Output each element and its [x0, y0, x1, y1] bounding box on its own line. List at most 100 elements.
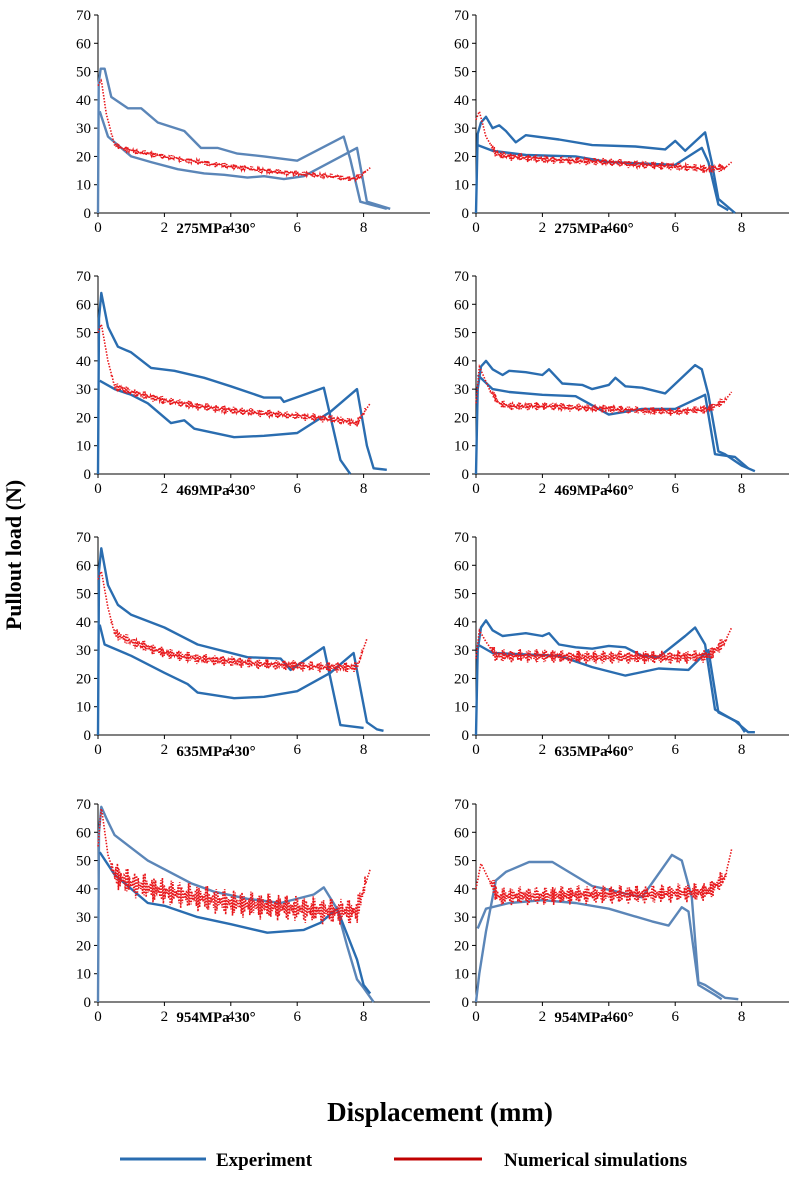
series-experiment-line — [98, 110, 391, 210]
y-tick-label: 60 — [76, 825, 91, 841]
chart-954mpa-60: 0 10 20 30 40 50 60 70 0 2 4 6 8 954MPa-60° — [454, 797, 789, 1026]
chart-469mpa-60: 0 10 20 30 40 50 60 70 0 2 4 6 8 469MPa-60° — [454, 269, 789, 499]
series-experiment-line — [474, 115, 736, 214]
x-tick-label: 2 — [161, 481, 169, 497]
x-tick-label: 4 — [227, 1009, 235, 1025]
y-tick-label: 60 — [454, 558, 469, 574]
chart-635mpa-60: 0 10 20 30 40 50 60 70 0 2 4 6 8 635MPa-60° — [454, 530, 789, 760]
legend-label-numerical-simulations: Numerical simulations — [504, 1150, 687, 1171]
y-tick-label: 10 — [454, 700, 469, 716]
panel-title: 635MPa-30° — [176, 744, 255, 760]
x-tick-label: 6 — [293, 1009, 301, 1025]
y-tick-label: 30 — [76, 910, 91, 926]
x-tick-label: 0 — [94, 481, 102, 497]
y-tick-label: 70 — [76, 269, 91, 285]
series-simulation-line — [97, 322, 371, 427]
series-experiment-line — [98, 851, 372, 995]
series-simulation-line — [97, 78, 371, 183]
series-experiment-line — [474, 619, 755, 736]
y-tick-label: 40 — [76, 354, 91, 370]
series-simulation-line — [97, 807, 371, 925]
y-tick-label: 40 — [76, 615, 91, 631]
y-tick-label: 70 — [76, 8, 91, 24]
y-axis-label: Pullout load (N) — [1, 480, 26, 630]
x-tick-label: 8 — [360, 481, 368, 497]
y-tick-label: 70 — [454, 797, 469, 813]
x-tick-label: 2 — [161, 742, 169, 758]
x-tick-label: 8 — [360, 1009, 368, 1025]
x-tick-label: 8 — [360, 220, 368, 236]
x-tick-label: 0 — [472, 742, 480, 758]
x-tick-label: 4 — [227, 220, 235, 236]
x-tick-label: 4 — [227, 481, 235, 497]
series-experiment-line — [99, 379, 387, 471]
panel-title: 275MPa-60° — [554, 221, 633, 237]
y-tick-label: 0 — [462, 206, 470, 222]
series-simulation-line — [475, 110, 733, 174]
x-tick-label: 2 — [539, 220, 547, 236]
y-tick-label: 40 — [454, 615, 469, 631]
y-tick-label: 40 — [76, 882, 91, 898]
y-tick-label: 70 — [454, 530, 469, 546]
x-axis-label: Displacement (mm) — [327, 1097, 553, 1127]
y-tick-label: 60 — [76, 297, 91, 313]
y-tick-label: 10 — [76, 700, 91, 716]
x-tick-label: 8 — [738, 220, 746, 236]
y-tick-label: 40 — [76, 93, 91, 109]
panel-title: 469MPa-30° — [176, 483, 255, 499]
y-tick-label: 10 — [76, 439, 91, 455]
x-tick-label: 2 — [539, 742, 547, 758]
x-tick-label: 6 — [293, 742, 301, 758]
y-tick-label: 70 — [76, 797, 91, 813]
y-tick-label: 70 — [454, 8, 469, 24]
series-experiment-line — [96, 291, 352, 475]
panel-title: 469MPa-60° — [554, 483, 633, 499]
y-tick-label: 50 — [76, 65, 91, 81]
x-tick-label: 4 — [605, 1009, 613, 1025]
series-simulation-line — [475, 849, 733, 906]
x-tick-label: 8 — [738, 481, 746, 497]
y-tick-label: 20 — [454, 410, 469, 426]
series-experiment-line — [474, 853, 739, 1003]
y-tick-label: 0 — [462, 728, 470, 744]
panel-title: 954MPa-60° — [554, 1010, 633, 1026]
legend-label-experiment: Experiment — [216, 1150, 313, 1171]
y-tick-label: 50 — [454, 65, 469, 81]
y-tick-label: 60 — [76, 36, 91, 52]
y-tick-label: 20 — [76, 149, 91, 165]
x-tick-label: 0 — [94, 1009, 102, 1025]
x-tick-label: 2 — [161, 1009, 169, 1025]
y-tick-label: 0 — [84, 728, 92, 744]
series-experiment-line — [98, 624, 384, 732]
y-tick-label: 50 — [76, 326, 91, 342]
y-tick-label: 30 — [76, 121, 91, 137]
x-tick-label: 8 — [360, 742, 368, 758]
y-tick-label: 60 — [454, 825, 469, 841]
x-tick-label: 6 — [671, 1009, 679, 1025]
y-tick-label: 70 — [76, 530, 91, 546]
y-tick-label: 10 — [454, 178, 469, 194]
y-tick-label: 20 — [76, 671, 91, 687]
y-tick-label: 50 — [454, 587, 469, 603]
series-experiment-line — [96, 67, 388, 214]
panel-title: 275MPa-30° — [176, 221, 255, 237]
y-tick-label: 10 — [76, 967, 91, 983]
series-simulation-line — [97, 569, 368, 673]
x-tick-label: 0 — [472, 481, 480, 497]
x-tick-label: 4 — [605, 220, 613, 236]
y-tick-label: 0 — [462, 995, 470, 1011]
legend: Experiment Numerical simulations — [120, 1150, 687, 1171]
y-tick-label: 40 — [454, 354, 469, 370]
y-tick-label: 20 — [76, 938, 91, 954]
series-experiment-line — [96, 805, 375, 1003]
y-tick-label: 60 — [454, 36, 469, 52]
x-tick-label: 0 — [472, 1009, 480, 1025]
y-tick-label: 30 — [454, 910, 469, 926]
panel-title: 635MPa-60° — [554, 744, 633, 760]
y-tick-label: 20 — [454, 938, 469, 954]
y-tick-label: 20 — [454, 149, 469, 165]
y-tick-label: 60 — [76, 558, 91, 574]
y-tick-label: 40 — [454, 882, 469, 898]
chart-469mpa-30: 0 10 20 30 40 50 60 70 0 2 4 6 8 469MPa-30° — [76, 269, 430, 499]
